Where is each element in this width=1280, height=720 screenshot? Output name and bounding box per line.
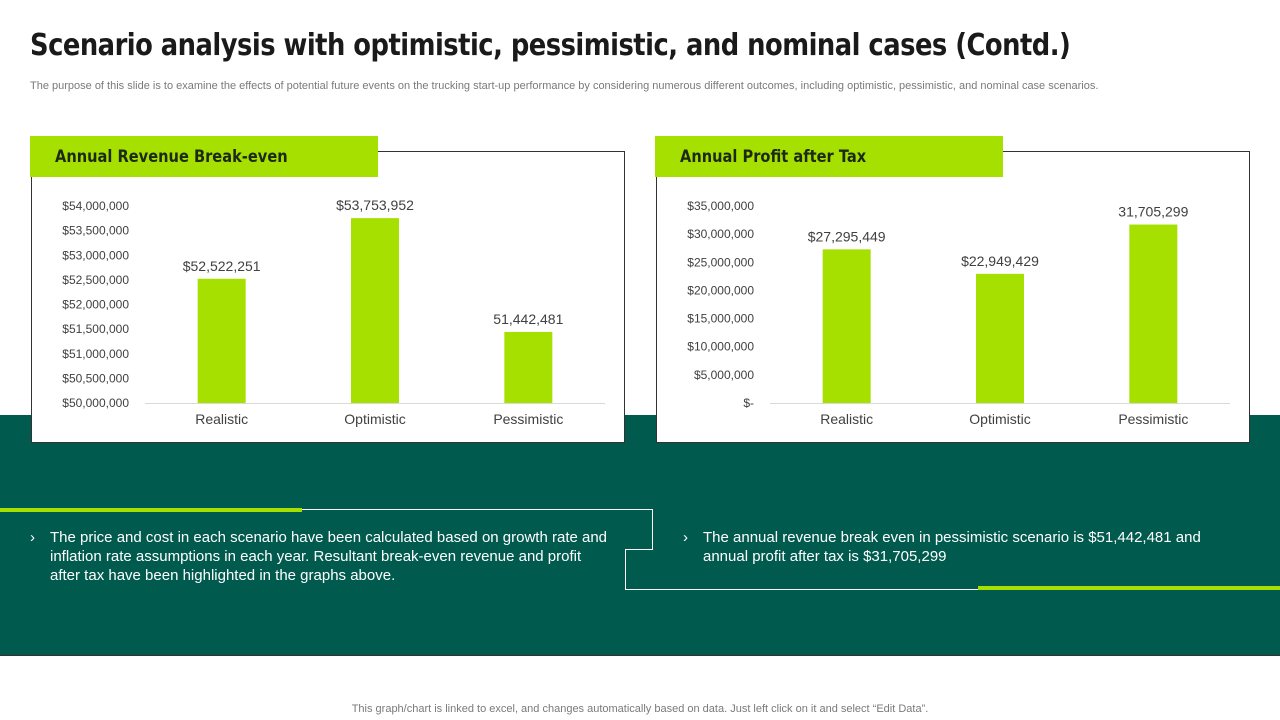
accent-line-right (978, 586, 1280, 590)
y-tick-label: $25,000,000 (687, 255, 754, 269)
note-right-text: The annual revenue break even in pessimi… (703, 529, 1201, 565)
chart-svg-0: $50,000,000 $50,500,000 $51,000,000 $51,500… (62, 197, 605, 427)
connector-line-step (625, 549, 653, 550)
y-tick-label: $52,500,000 (62, 273, 129, 287)
y-tick-label: $- (743, 396, 754, 410)
revenue-chart-title-tab: Annual Revenue Break-even (30, 136, 378, 177)
y-tick-label: $53,000,000 (62, 248, 129, 262)
x-tick-label: Pessimistic (493, 411, 563, 427)
x-tick-label: Realistic (820, 411, 873, 427)
y-tick-label: $51,500,000 (62, 322, 129, 336)
accent-line-left (0, 508, 302, 512)
bar-optimistic (351, 218, 399, 403)
x-tick-label: Optimistic (344, 411, 405, 427)
note-left: › The price and cost in each scenario ha… (30, 528, 614, 585)
revenue-bar-chart[interactable]: $50,000,000 $50,500,000 $51,000,000 $51,500… (31, 190, 625, 435)
note-left-text: The price and cost in each scenario have… (50, 529, 608, 584)
data-label: $53,753,952 (336, 197, 414, 213)
y-tick-label: $54,000,000 (62, 199, 129, 213)
y-tick-label: $53,500,000 (62, 224, 129, 238)
profit-chart-title: Annual Profit after Tax (680, 147, 867, 167)
revenue-chart-title: Annual Revenue Break-even (55, 147, 288, 167)
page-title: Scenario analysis with optimistic, pessi… (30, 28, 1071, 63)
y-tick-label: $15,000,000 (687, 312, 754, 326)
y-tick-label: $52,000,000 (62, 298, 129, 312)
connector-line-top (302, 509, 652, 510)
bar-pessimistic (1129, 224, 1178, 403)
y-tick-label: $35,000,000 (687, 199, 754, 213)
y-tick-label: $50,500,000 (62, 371, 129, 385)
profit-bar-chart[interactable]: $- $5,000,000 $10,000,000 $15,000,000 $20,00… (656, 190, 1250, 435)
y-tick-label: $5,000,000 (694, 368, 754, 382)
summary-band (0, 415, 1280, 656)
y-tick-label: $10,000,000 (687, 340, 754, 354)
data-label: $22,949,429 (961, 253, 1039, 269)
bar-realistic (197, 278, 246, 403)
data-label: 51,442,481 (493, 311, 563, 327)
x-tick-label: Pessimistic (1118, 411, 1188, 427)
chart-svg-1: $- $5,000,000 $10,000,000 $15,000,000 $20,00… (687, 199, 1230, 427)
bar-pessimistic (504, 331, 553, 403)
note-right: › The annual revenue break even in pessi… (683, 528, 1243, 566)
bar-optimistic (976, 273, 1024, 403)
connector-line-right (652, 509, 653, 549)
footer-note: This graph/chart is linked to excel, and… (351, 703, 929, 715)
x-tick-label: Optimistic (969, 411, 1030, 427)
y-tick-label: $50,000,000 (62, 396, 129, 410)
y-tick-label: $51,000,000 (62, 347, 129, 361)
data-label: $27,295,449 (808, 228, 886, 244)
connector-line-bottom (625, 589, 978, 590)
bullet-chevron-icon: › (30, 529, 35, 546)
data-label: 31,705,299 (1118, 204, 1188, 220)
profit-chart-title-tab: Annual Profit after Tax (655, 136, 1003, 177)
y-tick-label: $20,000,000 (687, 283, 754, 297)
x-tick-label: Realistic (195, 411, 248, 427)
page-subtitle: The purpose of this slide is to examine … (30, 80, 1099, 92)
data-label: $52,522,251 (183, 258, 261, 274)
y-tick-label: $30,000,000 (687, 227, 754, 241)
connector-line-left (625, 549, 626, 589)
bar-realistic (822, 249, 871, 403)
bullet-chevron-icon: › (683, 529, 688, 546)
